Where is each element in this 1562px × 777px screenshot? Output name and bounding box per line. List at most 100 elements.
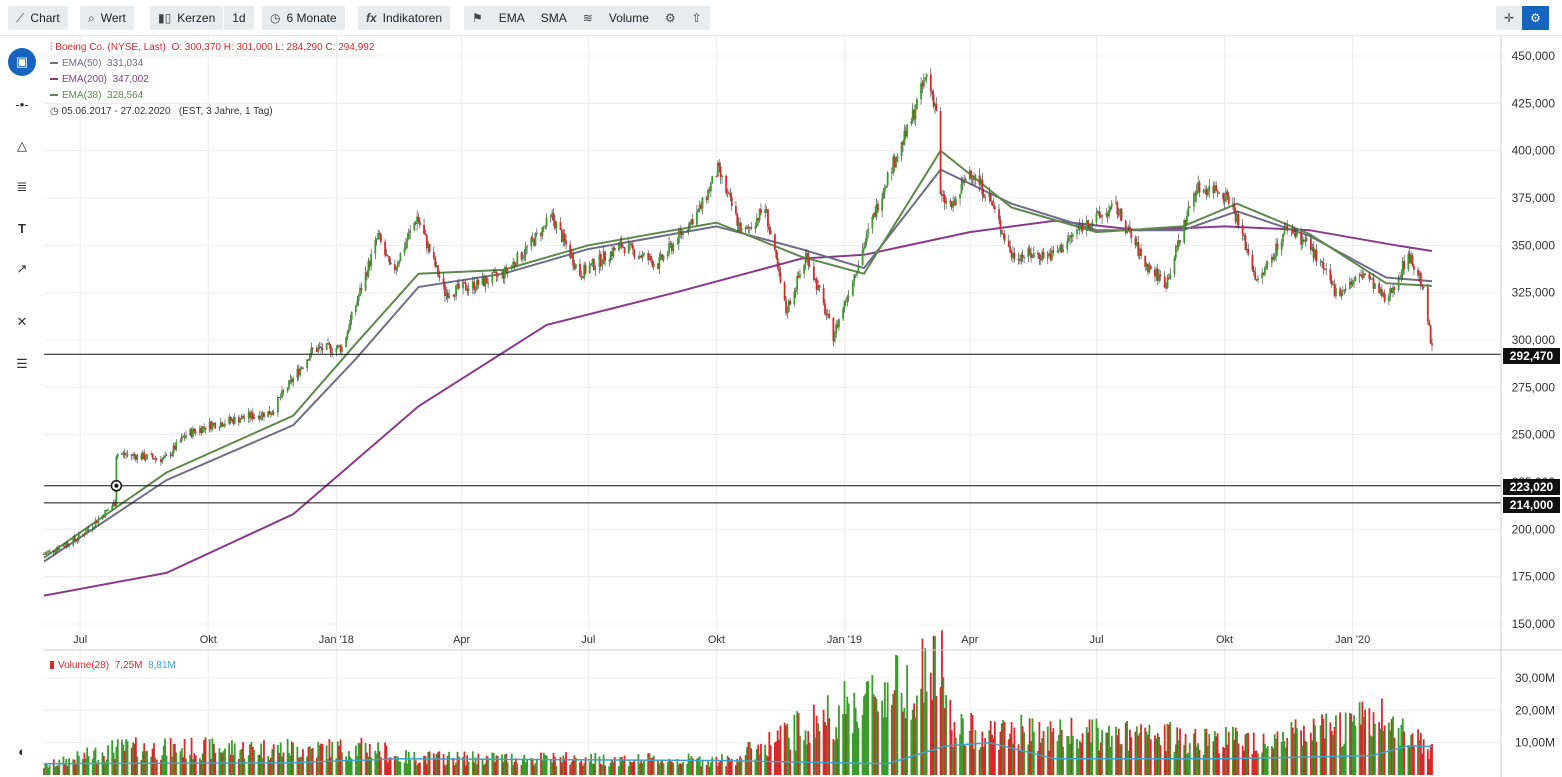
text-tool-button[interactable]: T bbox=[8, 214, 36, 242]
candle-body bbox=[48, 550, 51, 552]
sma-button[interactable]: SMA bbox=[540, 11, 567, 25]
volume-bar bbox=[961, 718, 964, 775]
volume-bar bbox=[367, 756, 370, 775]
time-tick-label: Jul bbox=[73, 634, 87, 646]
volume-bar bbox=[1205, 728, 1208, 775]
volume-bar bbox=[679, 763, 682, 775]
volume-bar bbox=[808, 742, 811, 775]
candle-body bbox=[473, 281, 476, 291]
candle-body bbox=[1351, 281, 1354, 285]
trend-tool-button[interactable]: ↗ bbox=[8, 255, 36, 283]
indikatoren-button[interactable]: fx Indikatoren bbox=[358, 6, 450, 30]
volume-bar bbox=[1284, 747, 1287, 775]
cursor-tool-button[interactable]: ▣ bbox=[8, 48, 36, 76]
volume-bar bbox=[86, 747, 89, 775]
candle-body bbox=[885, 185, 888, 188]
candle-body bbox=[934, 103, 936, 107]
volume-bar bbox=[331, 741, 334, 775]
legend-ema38-row[interactable]: EMA(38) 328,564 bbox=[50, 88, 374, 104]
range-button[interactable]: ◷ 6 Monate bbox=[262, 6, 345, 30]
candle-body bbox=[1159, 274, 1162, 277]
volume-bar bbox=[623, 755, 626, 775]
settings-button[interactable]: ⚙ bbox=[1522, 6, 1549, 30]
candle-body bbox=[787, 300, 790, 312]
volume-bar bbox=[1071, 735, 1074, 775]
tools-button[interactable]: ⚙ bbox=[657, 6, 684, 30]
candle-body bbox=[574, 264, 577, 269]
legend-ema50-row[interactable]: EMA(50) 331,034 bbox=[50, 56, 374, 72]
candle-body bbox=[311, 347, 314, 349]
measure-tool-button[interactable]: ✕ bbox=[8, 308, 36, 336]
volume-bar bbox=[1202, 754, 1205, 775]
candle-body bbox=[66, 542, 69, 546]
candle-body bbox=[1012, 252, 1014, 258]
candle-body bbox=[851, 281, 854, 296]
chart-button[interactable]: ⟋ Chart bbox=[8, 6, 68, 30]
volume-bar bbox=[1243, 750, 1245, 775]
candle-body bbox=[165, 454, 168, 456]
candle-body bbox=[1032, 252, 1035, 258]
volume-bar bbox=[151, 748, 154, 775]
settings-sliders-button[interactable]: ≋ bbox=[575, 6, 601, 30]
candle-body bbox=[57, 548, 59, 550]
legend-ema200-row[interactable]: EMA(200) 347,002 bbox=[50, 72, 374, 88]
layers-button[interactable]: ☰ bbox=[8, 350, 36, 378]
volume-bar bbox=[647, 753, 650, 775]
volume-bar bbox=[1159, 745, 1162, 775]
candle-body bbox=[161, 458, 164, 463]
candle-body bbox=[43, 553, 45, 555]
candle-body bbox=[953, 201, 956, 206]
interval-button[interactable]: 1d bbox=[232, 11, 246, 25]
candle-body bbox=[396, 264, 399, 268]
volume-bar bbox=[494, 762, 496, 775]
volume-bar bbox=[1282, 731, 1284, 775]
volume-bar bbox=[1330, 730, 1333, 775]
candle-body bbox=[922, 79, 925, 87]
volume-bar bbox=[708, 766, 711, 775]
candle-body bbox=[1193, 193, 1195, 207]
candle-body bbox=[1205, 189, 1208, 195]
candle-body bbox=[584, 264, 587, 274]
volume-bar bbox=[335, 758, 338, 775]
candle-body bbox=[708, 189, 711, 192]
ema-button[interactable]: EMA bbox=[498, 11, 525, 25]
shape-tool-button[interactable]: △ bbox=[8, 132, 36, 160]
theme-toggle-button[interactable]: ◐ bbox=[8, 737, 36, 765]
volume-bar bbox=[638, 763, 641, 775]
candle-body bbox=[580, 276, 583, 278]
line-tool-button[interactable]: -•- bbox=[8, 90, 36, 118]
candle-body bbox=[764, 209, 767, 214]
candle-body bbox=[1232, 203, 1234, 205]
candle-body bbox=[1330, 280, 1333, 285]
candle-body bbox=[778, 267, 780, 273]
kerzen-button[interactable]: ▮▯ Kerzen bbox=[150, 6, 223, 30]
volume-bar bbox=[959, 734, 961, 775]
volume-bar bbox=[1042, 731, 1045, 775]
fib-tool-button[interactable]: ≣ bbox=[8, 173, 36, 201]
volume-bar bbox=[719, 760, 722, 775]
candle-body bbox=[133, 454, 136, 456]
volume-button[interactable]: Volume bbox=[608, 11, 649, 25]
bookmark-button[interactable]: ⚑ bbox=[464, 6, 491, 30]
candle-body bbox=[169, 454, 172, 457]
candle-body bbox=[661, 254, 664, 260]
volume-bar bbox=[1247, 732, 1250, 775]
candle-body bbox=[292, 377, 295, 383]
volume-bar bbox=[1361, 701, 1364, 775]
price-chart[interactable]: 150,000175,000200,000225,000250,000275,0… bbox=[0, 36, 1562, 777]
candle-body bbox=[677, 230, 680, 244]
crosshair-button[interactable]: ✛ bbox=[1496, 6, 1522, 30]
candle-body bbox=[190, 429, 193, 437]
candle-body bbox=[368, 261, 371, 267]
candle-body bbox=[1319, 261, 1322, 263]
volume-bar bbox=[483, 764, 485, 775]
candle-body bbox=[302, 367, 304, 369]
wert-button[interactable]: ⌕ Wert bbox=[80, 6, 134, 30]
candle-body bbox=[200, 427, 203, 433]
volume-bar bbox=[385, 745, 388, 775]
candle-body bbox=[895, 161, 897, 168]
volume-bar bbox=[1303, 725, 1305, 775]
export-button[interactable]: ⇧ bbox=[684, 6, 710, 30]
candle-body bbox=[1401, 260, 1404, 276]
candle-body bbox=[1099, 215, 1102, 218]
